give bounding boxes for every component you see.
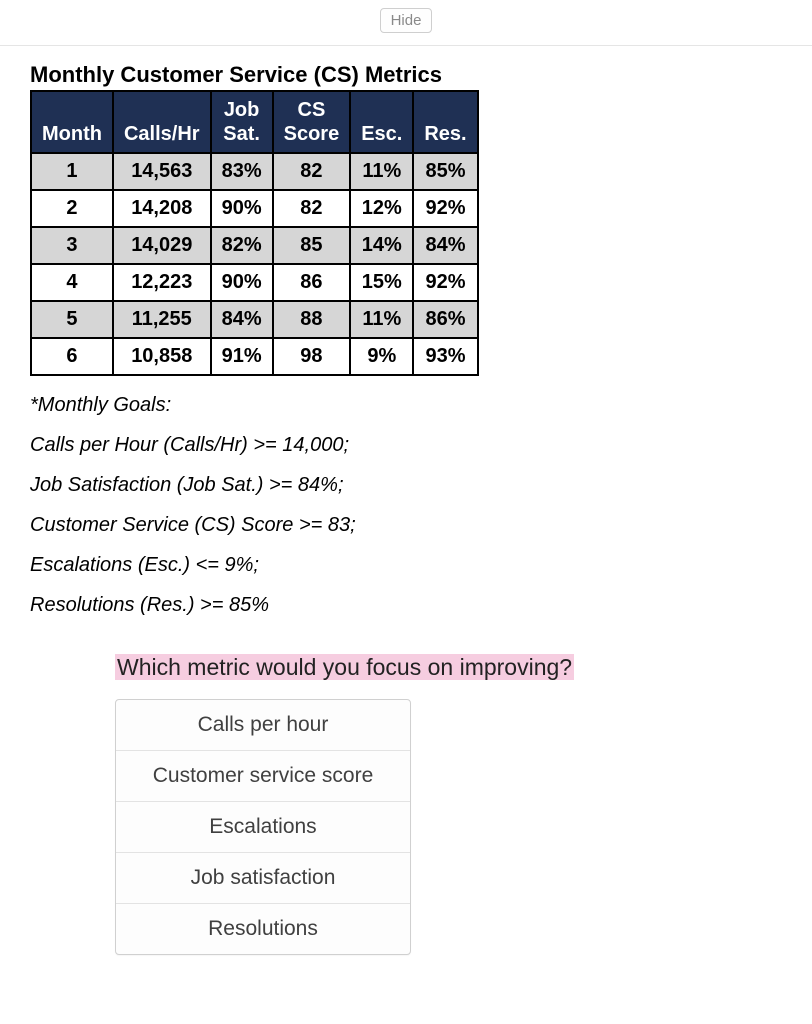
- cell-res: 92%: [413, 190, 477, 227]
- cell-month: 3: [31, 227, 113, 264]
- cell-cs-score: 98: [273, 338, 351, 375]
- cell-res: 92%: [413, 264, 477, 301]
- cell-calls-hr: 14,208: [113, 190, 211, 227]
- option-customer-service-score[interactable]: Customer service score: [116, 750, 410, 801]
- table-row: 6 10,858 91% 98 9% 93%: [31, 338, 478, 375]
- col-esc: Esc.: [350, 91, 413, 153]
- cell-job-sat: 84%: [211, 301, 273, 338]
- table-row: 4 12,223 90% 86 15% 92%: [31, 264, 478, 301]
- cell-res: 86%: [413, 301, 477, 338]
- col-cs-score: CS Score: [273, 91, 351, 153]
- cell-res: 93%: [413, 338, 477, 375]
- cell-res: 85%: [413, 153, 477, 190]
- option-calls-per-hour[interactable]: Calls per hour: [116, 700, 410, 750]
- top-bar: Hide: [0, 0, 812, 46]
- col-res: Res.: [413, 91, 477, 153]
- cell-cs-score: 85: [273, 227, 351, 264]
- cell-esc: 11%: [350, 301, 413, 338]
- option-job-satisfaction[interactable]: Job satisfaction: [116, 852, 410, 903]
- table-row: 3 14,029 82% 85 14% 84%: [31, 227, 478, 264]
- goals-line: Escalations (Esc.) <= 9%;: [30, 550, 782, 580]
- cell-esc: 12%: [350, 190, 413, 227]
- cell-esc: 14%: [350, 227, 413, 264]
- goals-heading: *Monthly Goals:: [30, 390, 782, 420]
- cell-esc: 9%: [350, 338, 413, 375]
- col-calls-hr: Calls/Hr: [113, 91, 211, 153]
- cell-month: 2: [31, 190, 113, 227]
- cell-job-sat: 83%: [211, 153, 273, 190]
- cell-job-sat: 91%: [211, 338, 273, 375]
- table-row: 1 14,563 83% 82 11% 85%: [31, 153, 478, 190]
- cell-calls-hr: 14,029: [113, 227, 211, 264]
- goals-line: Calls per Hour (Calls/Hr) >= 14,000;: [30, 430, 782, 460]
- option-resolutions[interactable]: Resolutions: [116, 903, 410, 954]
- cell-job-sat: 82%: [211, 227, 273, 264]
- col-job-sat: Job Sat.: [211, 91, 273, 153]
- cell-esc: 11%: [350, 153, 413, 190]
- cell-calls-hr: 14,563: [113, 153, 211, 190]
- cell-cs-score: 82: [273, 153, 351, 190]
- answer-options: Calls per hour Customer service score Es…: [115, 699, 411, 955]
- table-title: Monthly Customer Service (CS) Metrics: [30, 62, 782, 88]
- question-block: Which metric would you focus on improvin…: [115, 654, 782, 955]
- cell-month: 5: [31, 301, 113, 338]
- metrics-table: Month Calls/Hr Job Sat. CS Score Esc.: [30, 90, 479, 376]
- cell-job-sat: 90%: [211, 190, 273, 227]
- cell-res: 84%: [413, 227, 477, 264]
- goals-line: Resolutions (Res.) >= 85%: [30, 590, 782, 620]
- cell-calls-hr: 11,255: [113, 301, 211, 338]
- cell-cs-score: 88: [273, 301, 351, 338]
- table-row: 5 11,255 84% 88 11% 86%: [31, 301, 478, 338]
- cell-cs-score: 86: [273, 264, 351, 301]
- cell-calls-hr: 10,858: [113, 338, 211, 375]
- cell-esc: 15%: [350, 264, 413, 301]
- cell-month: 1: [31, 153, 113, 190]
- hide-button[interactable]: Hide: [380, 8, 433, 33]
- goals-block: *Monthly Goals: Calls per Hour (Calls/Hr…: [30, 390, 782, 620]
- content-area: Monthly Customer Service (CS) Metrics Mo…: [0, 46, 812, 995]
- option-escalations[interactable]: Escalations: [116, 801, 410, 852]
- cell-month: 6: [31, 338, 113, 375]
- cell-job-sat: 90%: [211, 264, 273, 301]
- cell-calls-hr: 12,223: [113, 264, 211, 301]
- question-text: Which metric would you focus on improvin…: [115, 654, 574, 680]
- goals-line: Job Satisfaction (Job Sat.) >= 84%;: [30, 470, 782, 500]
- goals-line: Customer Service (CS) Score >= 83;: [30, 510, 782, 540]
- col-month: Month: [31, 91, 113, 153]
- cell-month: 4: [31, 264, 113, 301]
- cell-cs-score: 82: [273, 190, 351, 227]
- table-row: 2 14,208 90% 82 12% 92%: [31, 190, 478, 227]
- table-header-row: Month Calls/Hr Job Sat. CS Score Esc.: [31, 91, 478, 153]
